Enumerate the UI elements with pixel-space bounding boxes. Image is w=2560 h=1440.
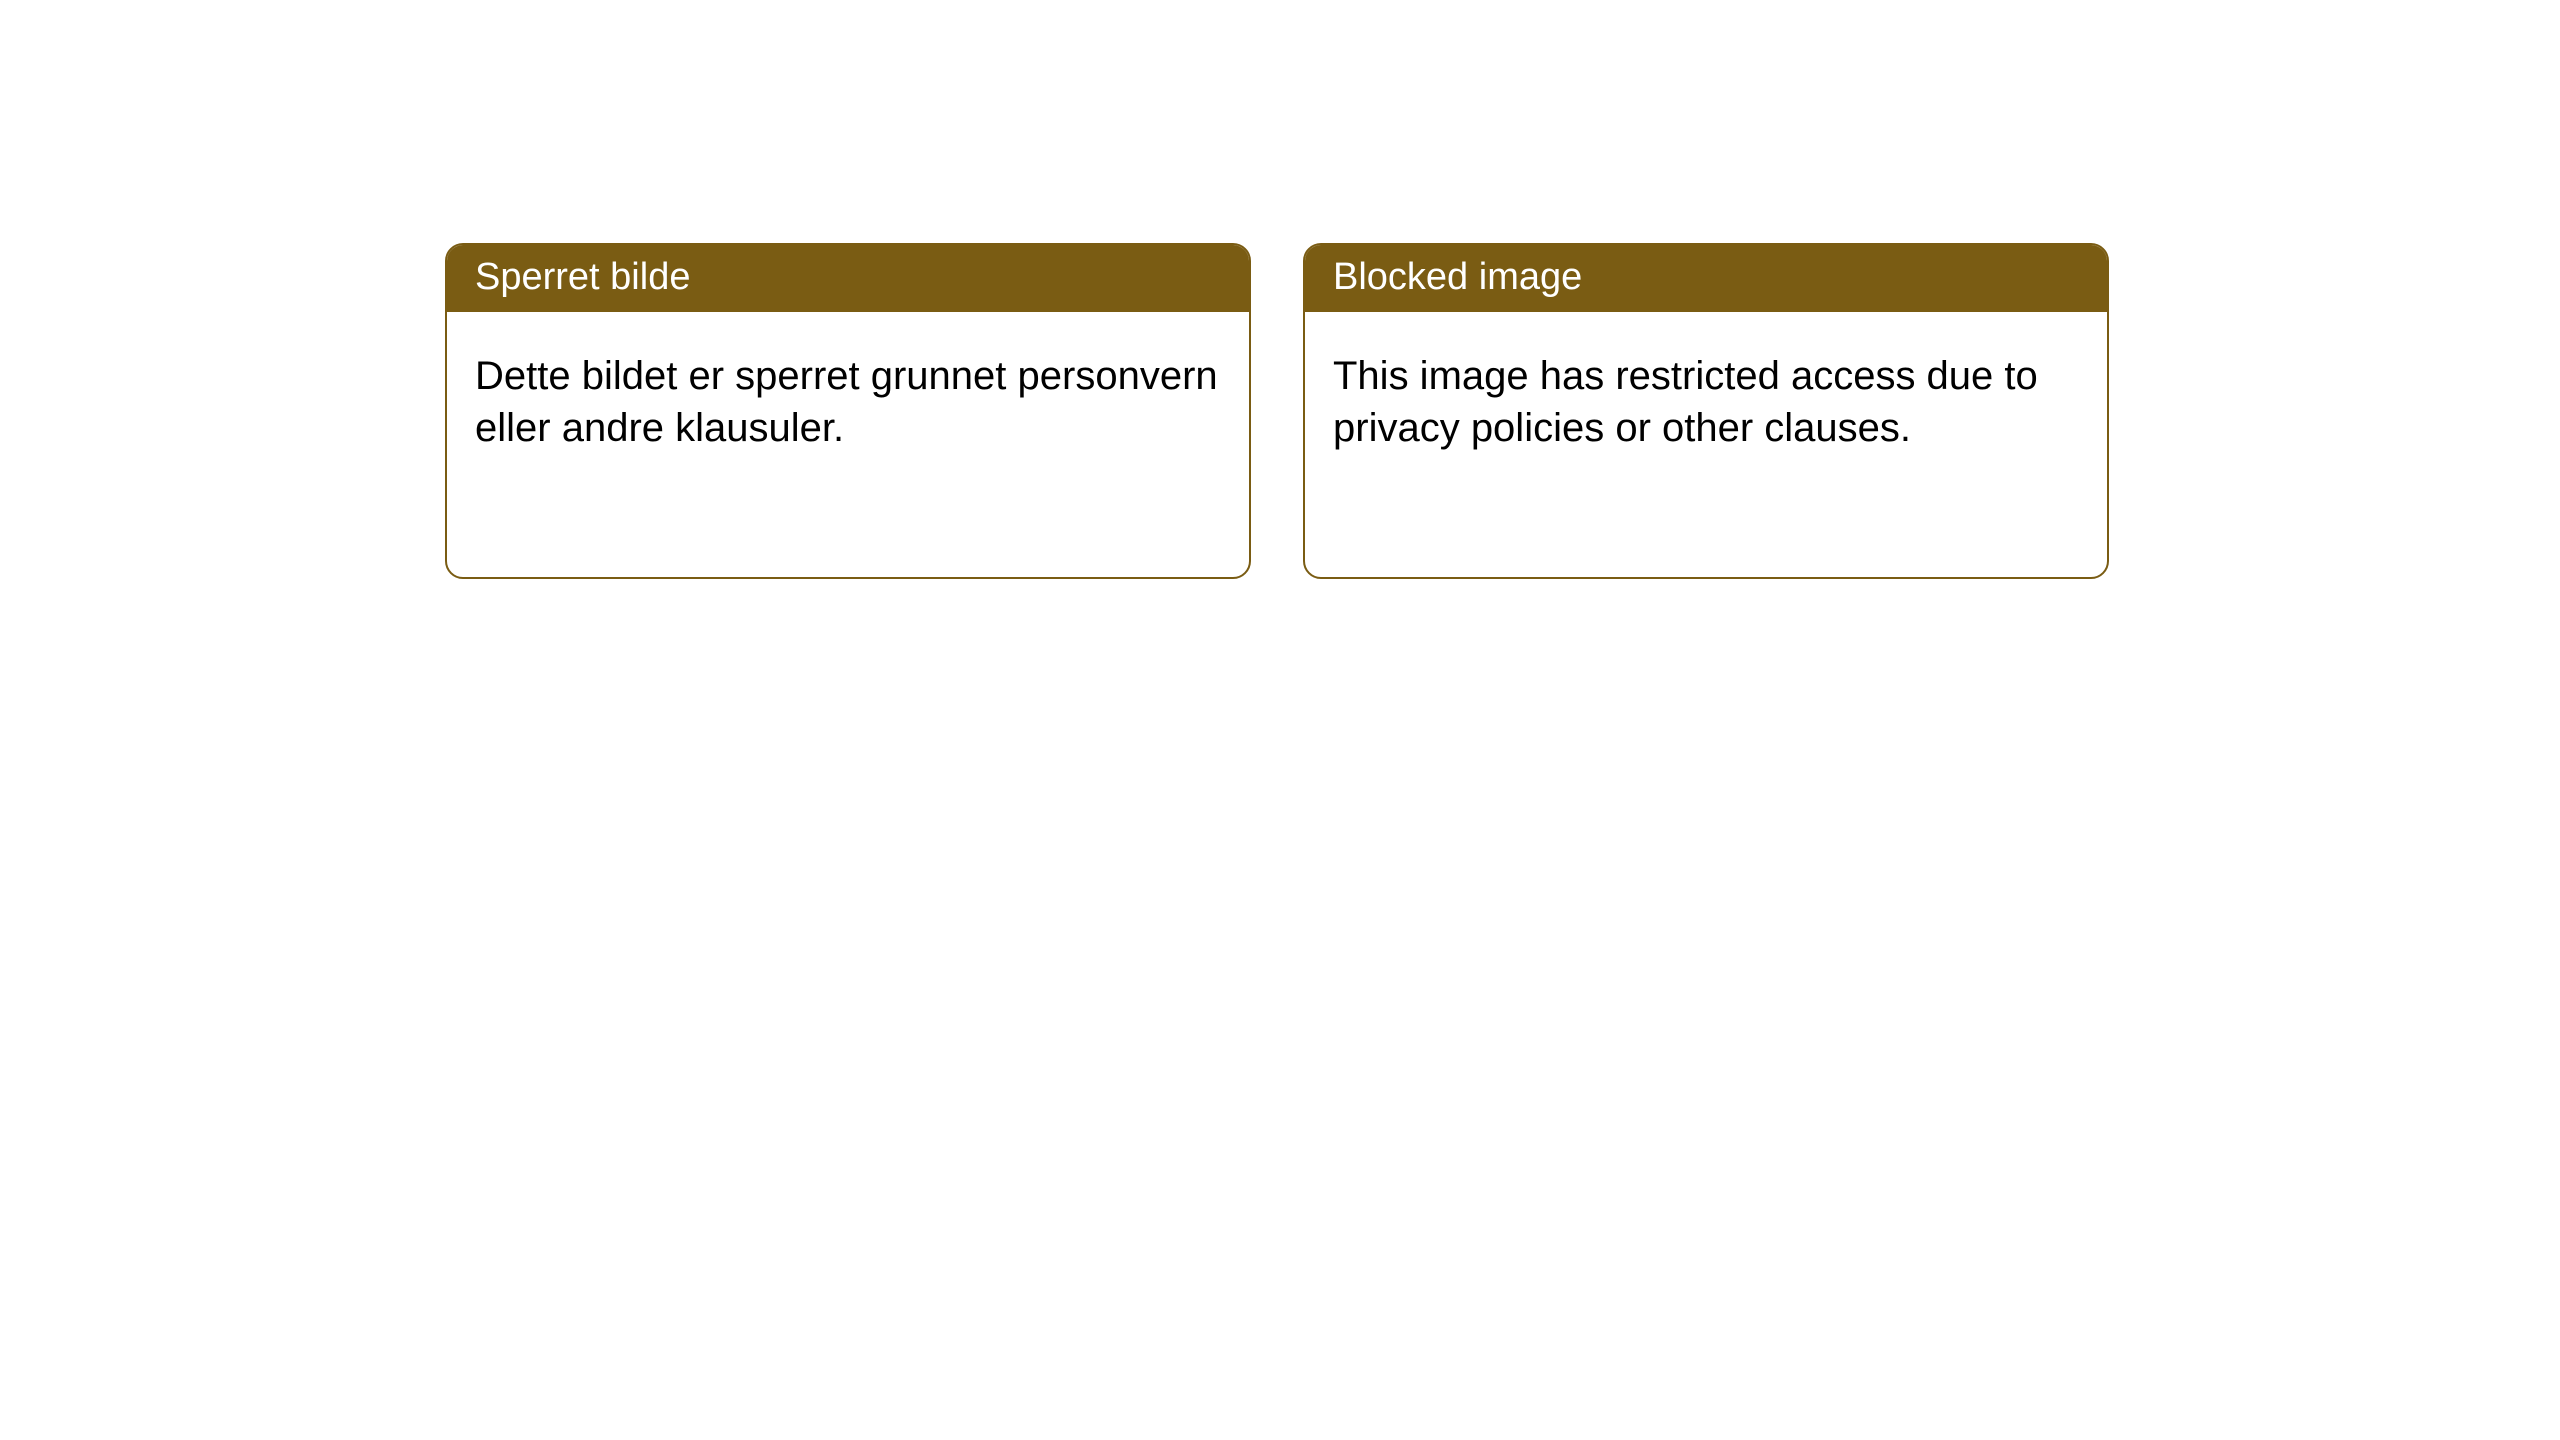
card-message: Dette bildet er sperret grunnet personve… (475, 354, 1218, 450)
card-message: This image has restricted access due to … (1333, 354, 2038, 450)
card-header: Sperret bilde (447, 245, 1249, 312)
notice-container: Sperret bilde Dette bildet er sperret gr… (445, 243, 2109, 579)
card-title: Blocked image (1333, 256, 1582, 298)
card-body: Dette bildet er sperret grunnet personve… (447, 312, 1249, 482)
card-body: This image has restricted access due to … (1305, 312, 2107, 482)
card-header: Blocked image (1305, 245, 2107, 312)
card-title: Sperret bilde (475, 256, 690, 298)
blocked-image-card-english: Blocked image This image has restricted … (1303, 243, 2109, 579)
blocked-image-card-norwegian: Sperret bilde Dette bildet er sperret gr… (445, 243, 1251, 579)
